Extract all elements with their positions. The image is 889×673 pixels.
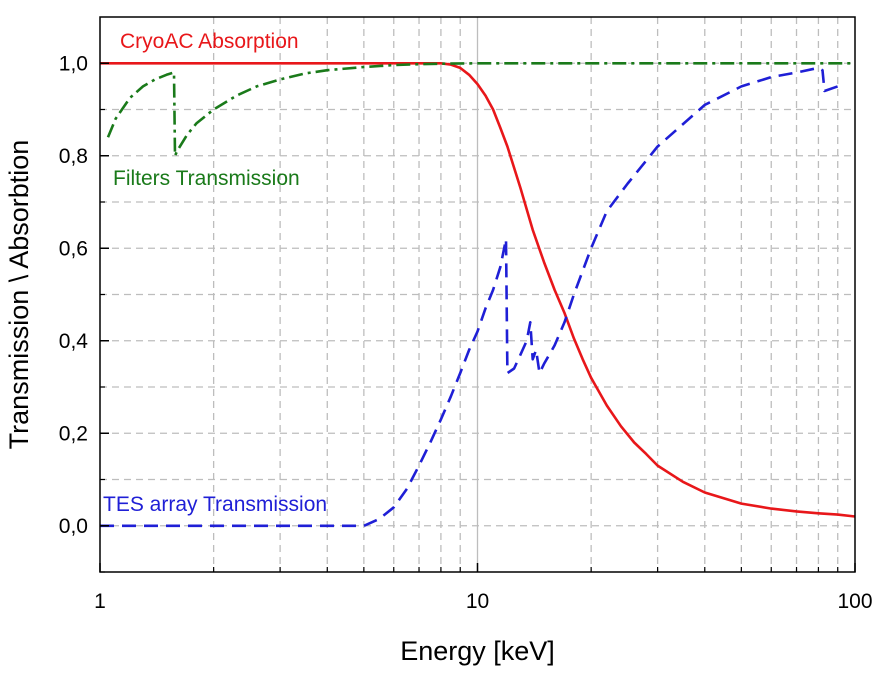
y-tick-label: 0,0 [59, 515, 88, 538]
axis-ticks [99, 62, 856, 573]
y-tick-label: 0,6 [59, 237, 88, 260]
x-axis-title: Energy [keV] [400, 636, 555, 666]
y-tick-label: 1,0 [59, 52, 88, 75]
axis-tick-labels: 1 10 100 0,0 0,2 0,4 0,6 0,8 1,0 [59, 52, 873, 613]
annotation-cryoac-absorption: CryoAC Absorption [120, 30, 299, 53]
y-tick-label: 0,8 [59, 145, 88, 168]
x-tick-label: 100 [837, 590, 872, 613]
x-tick-label: 1 [94, 590, 106, 613]
annotation-tes-array-transmission: TES array Transmission [103, 493, 327, 516]
y-axis-title: Transmission \ Absorbtion [4, 140, 34, 450]
y-tick-label: 0,2 [59, 422, 88, 445]
series-line-tes-array-transmission [100, 66, 839, 528]
series-group [100, 61, 856, 528]
annotation-filters-transmission: Filters Transmission [113, 167, 300, 190]
series-line-cryoac-absorption [100, 61, 856, 518]
y-tick-label: 0,4 [59, 330, 89, 353]
grid [100, 17, 855, 572]
x-tick-label: 10 [466, 590, 489, 613]
